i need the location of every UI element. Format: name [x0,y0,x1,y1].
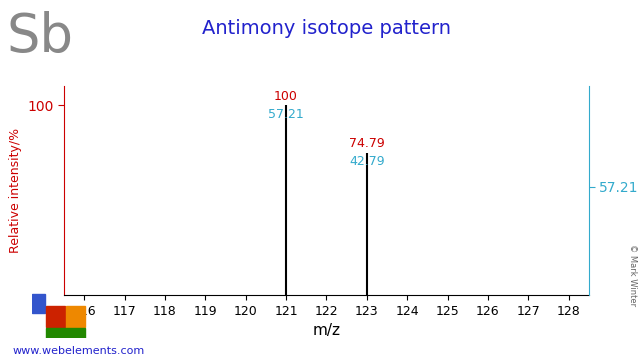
Bar [46,306,65,327]
Text: www.webelements.com: www.webelements.com [13,346,145,356]
Text: 57.21: 57.21 [268,108,304,121]
Bar [66,306,85,327]
Text: © Mark Winter: © Mark Winter [628,244,637,306]
Text: Sb: Sb [6,11,74,63]
Title: Antimony isotope pattern: Antimony isotope pattern [202,19,451,38]
Y-axis label: Relative intensity/%: Relative intensity/% [9,128,22,253]
Bar [32,294,45,312]
Text: 42.79: 42.79 [349,156,385,168]
Text: 74.79: 74.79 [349,138,385,150]
Text: 100: 100 [274,90,298,103]
X-axis label: m/z: m/z [312,324,340,338]
Bar [46,328,85,338]
